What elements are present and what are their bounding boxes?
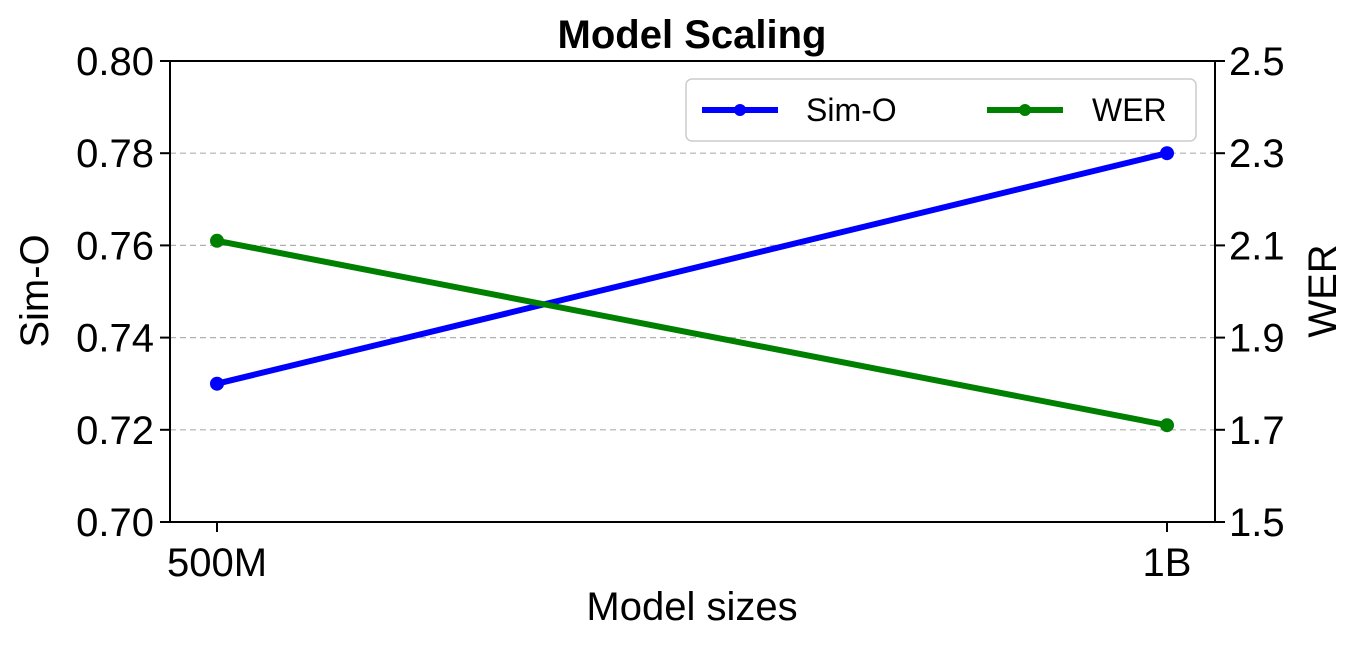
legend-marker-sim-o: [734, 104, 746, 116]
x-tick-label: 500M: [167, 541, 267, 585]
ticks-layer: 0.70 0.72 0.74 0.76 0.78 0.80 1.5 1.7 1.9 2.1 2.3 2…: [76, 40, 1284, 585]
series-layer: [210, 146, 1174, 433]
x-tick-label: 1B: [1143, 541, 1192, 585]
data-point-sim-o: [1160, 146, 1174, 161]
grid-lines: [170, 152, 1215, 431]
legend-label-wer: WER: [1092, 92, 1167, 128]
data-point-sim-o: [210, 376, 224, 391]
y-right-tick-label: 1.5: [1229, 501, 1285, 545]
y-right-tick-label: 2.1: [1229, 224, 1285, 268]
data-point-wer: [1160, 418, 1174, 433]
y-left-tick-label: 0.70: [76, 501, 154, 545]
series-line-wer: [214, 237, 1170, 429]
y-right-tick-label: 2.3: [1229, 132, 1285, 176]
legend-box: [685, 78, 1197, 142]
legend-marker-wer: [1019, 104, 1031, 116]
y-left-tick-label: 0.80: [76, 40, 154, 84]
legend: Sim-O WER: [685, 78, 1197, 142]
x-axis-label: Model sizes: [586, 585, 797, 629]
plot-frame: [169, 60, 1216, 523]
y-left-tick-label: 0.78: [76, 132, 154, 176]
y-left-tick-label: 0.76: [76, 224, 154, 268]
y-left-tick-label: 0.74: [76, 317, 154, 361]
y-axis-label-right: WER: [1301, 244, 1345, 337]
y-right-tick-label: 1.7: [1229, 409, 1285, 453]
y-axis-label-left: Sim-O: [13, 234, 57, 347]
data-point-wer: [210, 233, 224, 248]
y-right-tick-label: 1.9: [1229, 317, 1285, 361]
chart-title: Model Scaling: [558, 13, 827, 57]
y-left-tick-label: 0.72: [76, 409, 154, 453]
series-line-sim-o: [214, 150, 1170, 387]
y-right-tick-label: 2.5: [1229, 40, 1285, 84]
legend-label-sim-o: Sim-O: [806, 92, 897, 128]
